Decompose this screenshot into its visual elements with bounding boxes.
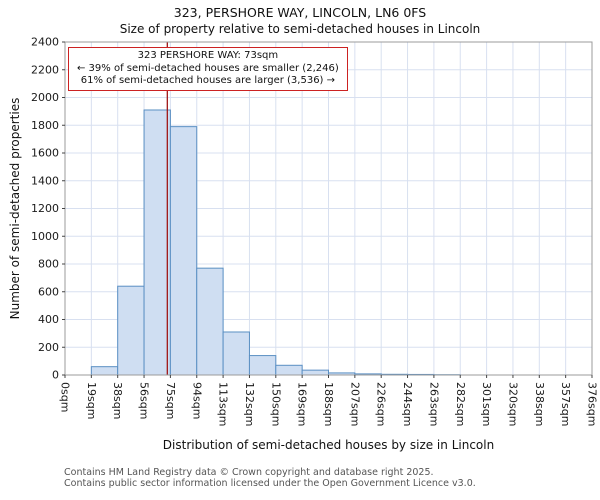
- x-tick-label: 357sqm: [559, 382, 572, 426]
- histogram-bar: [143, 109, 171, 376]
- x-tick-label: 19sqm: [85, 382, 98, 419]
- x-tick-label: 244sqm: [401, 382, 414, 426]
- y-tick-label: 600: [38, 285, 59, 298]
- y-tick-label: 0: [52, 369, 59, 382]
- y-tick-label: 2000: [31, 91, 59, 104]
- y-tick-label: 1200: [31, 202, 59, 215]
- x-tick-label: 150sqm: [269, 382, 282, 426]
- y-tick-label: 1800: [31, 119, 59, 132]
- x-tick-label: 263sqm: [427, 382, 440, 426]
- x-axis-label: Distribution of semi-detached houses by …: [162, 438, 495, 452]
- x-tick-label: 226sqm: [375, 382, 388, 426]
- y-tick-label: 2200: [31, 63, 59, 76]
- x-tick-label: 75sqm: [164, 382, 177, 419]
- x-tick-label: 320sqm: [506, 382, 519, 426]
- chart-subtitle: Size of property relative to semi-detach…: [119, 22, 481, 36]
- y-tick-label: 200: [38, 341, 59, 354]
- x-tick-label: 169sqm: [296, 382, 309, 426]
- histogram-bar: [169, 126, 198, 376]
- chart-title: 323, PERSHORE WAY, LINCOLN, LN6 0FS: [173, 5, 427, 20]
- footer-line-2: Contains public sector information licen…: [64, 478, 476, 489]
- annotation-larger-text: 61% of semi-detached houses are larger (…: [80, 75, 336, 86]
- footer-attribution: Contains HM Land Registry data © Crown c…: [64, 467, 476, 489]
- x-tick-label: 38sqm: [111, 382, 124, 419]
- x-tick-label: 301sqm: [480, 382, 493, 426]
- x-tick-label: 207sqm: [348, 382, 361, 426]
- y-tick-label: 2400: [31, 36, 59, 49]
- y-tick-label: 800: [38, 258, 59, 271]
- histogram-bar: [248, 355, 277, 376]
- histogram-bars: [90, 109, 461, 376]
- x-tick-label: 282sqm: [454, 382, 467, 426]
- x-tick-label: 94sqm: [190, 382, 203, 419]
- annotation-box: 323 PERSHORE WAY: 73sqm ← 39% of semi-de…: [68, 47, 348, 91]
- histogram-bar: [117, 285, 145, 376]
- histogram-bar: [301, 369, 329, 376]
- annotation-smaller-text: ← 39% of semi-detached houses are smalle…: [77, 62, 339, 74]
- y-tick-labels: 0 200 400 600 800 1000 1200 1400 1600 1800 2000 220…: [31, 36, 65, 382]
- x-tick-label: 188sqm: [322, 382, 335, 426]
- y-tick-label: 1400: [31, 174, 59, 187]
- x-tick-label: 56sqm: [138, 382, 151, 419]
- y-tick-label: 1600: [31, 147, 59, 160]
- histogram-bar: [90, 366, 119, 376]
- x-tick-label: 0sqm: [59, 382, 72, 412]
- footer-line-1: Contains HM Land Registry data © Crown c…: [64, 467, 434, 478]
- y-tick-label: 400: [38, 313, 59, 326]
- x-tick-label: 338sqm: [533, 382, 546, 426]
- histogram-bar: [275, 364, 303, 376]
- x-tick-labels: 0sqm 19sqm 38sqm 56sqm 75sqm 94sqm 113sqm 132sq…: [59, 375, 599, 426]
- histogram-bar: [196, 267, 224, 376]
- y-axis-label: Number of semi-detached properties: [8, 97, 22, 320]
- x-tick-label: 132sqm: [243, 382, 256, 426]
- x-tick-label: 376sqm: [586, 382, 599, 426]
- y-tick-label: 1000: [31, 230, 59, 243]
- x-tick-label: 113sqm: [217, 382, 230, 426]
- histogram-bar: [222, 331, 250, 376]
- annotation-title: 323 PERSHORE WAY: 73sqm: [137, 50, 279, 61]
